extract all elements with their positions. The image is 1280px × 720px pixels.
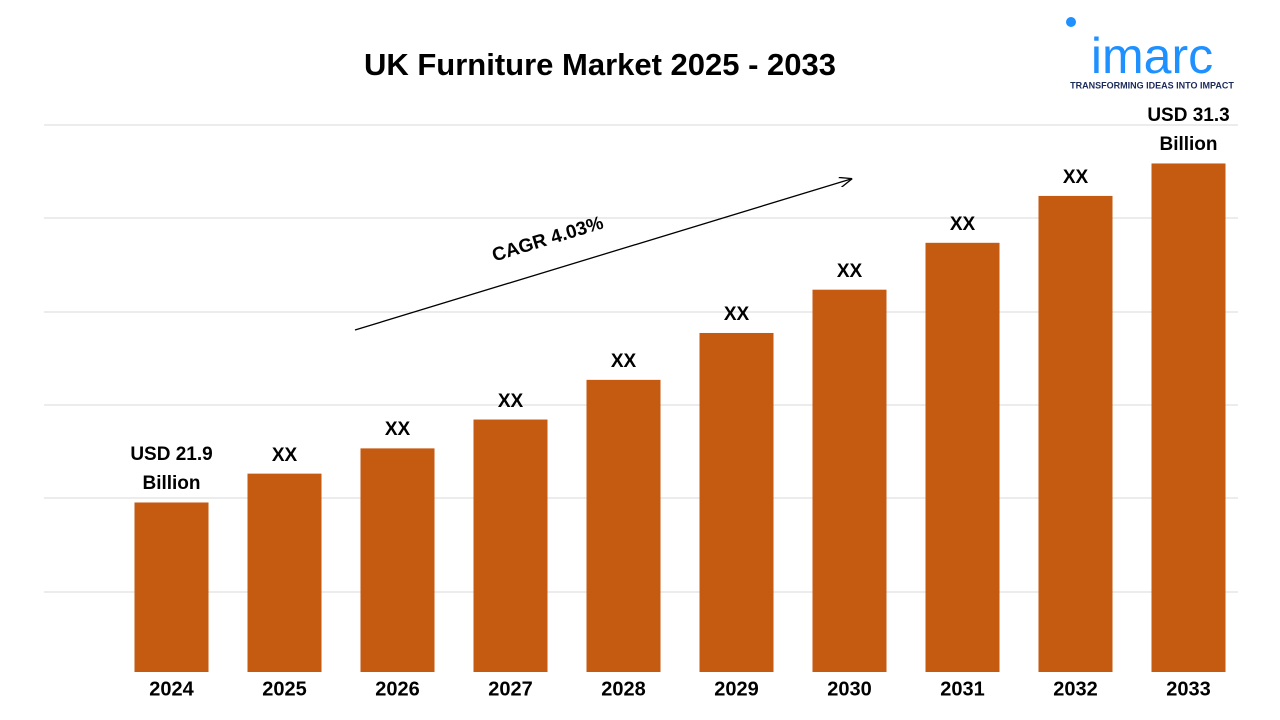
x-tick-label: 2024 — [149, 678, 194, 700]
x-tick-label: 2028 — [601, 678, 646, 700]
value-label: XX — [497, 390, 524, 412]
logo-text: imarc — [1091, 28, 1213, 84]
x-tick-label: 2031 — [940, 678, 985, 700]
value-label: XX — [610, 350, 637, 372]
bar — [699, 332, 774, 672]
value-label: XX — [723, 303, 750, 325]
x-tick-label: 2025 — [262, 678, 307, 700]
bar — [360, 448, 435, 672]
x-tick-label: 2030 — [827, 678, 872, 700]
value-label: XX — [949, 213, 976, 235]
value-label: XX — [271, 444, 298, 466]
x-tick-label: 2029 — [714, 678, 759, 700]
bar — [586, 379, 661, 672]
bar — [925, 242, 1000, 672]
value-label: USD 31.3 Billion — [1147, 105, 1230, 156]
bar — [1151, 163, 1226, 672]
value-label: USD 21.9 Billion — [130, 444, 213, 495]
logo-tagline: TRANSFORMING IDEAS INTO IMPACT — [1070, 80, 1234, 90]
value-label: XX — [384, 419, 411, 441]
chart-title: UK Furniture Market 2025 - 2033 — [364, 47, 836, 82]
x-tick-label: 2027 — [488, 678, 533, 700]
x-tick-label: 2026 — [375, 678, 420, 700]
logo-dot — [1066, 17, 1076, 27]
bar — [134, 502, 209, 672]
bar — [247, 473, 322, 672]
cagr-arrow — [354, 179, 851, 331]
value-label: XX — [836, 260, 863, 282]
x-tick-label: 2032 — [1053, 678, 1098, 700]
value-label: XX — [1062, 166, 1089, 188]
bar — [473, 419, 548, 672]
x-tick-label: 2033 — [1166, 678, 1211, 700]
bar — [1038, 195, 1113, 673]
bar — [812, 289, 887, 672]
